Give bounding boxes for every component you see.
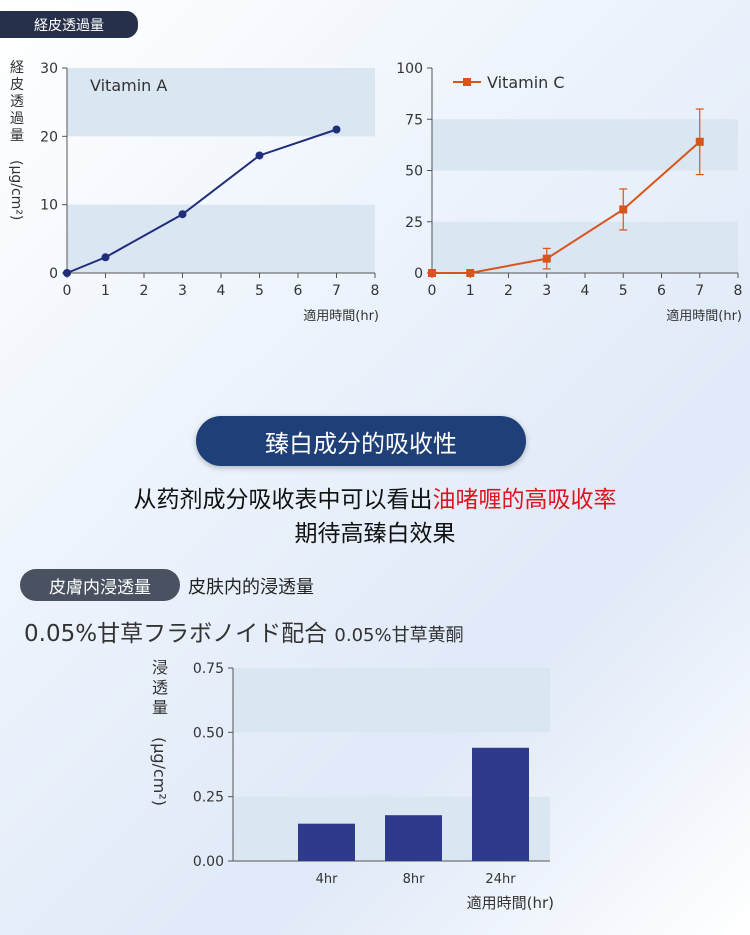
y-axis-label-char: 量: [10, 128, 24, 144]
chart-band: [67, 204, 375, 273]
y-tick-label: 100: [396, 61, 423, 77]
y-axis-label-char: 透: [152, 678, 168, 697]
y-axis-label-char: 過: [10, 111, 24, 127]
banner-title: 臻白成分的吸收性: [265, 429, 457, 458]
y-axis-label-unit: (μg/cm²): [8, 160, 24, 220]
chart-band: [233, 668, 550, 733]
x-tick-label: 24hr: [485, 872, 516, 887]
y-axis-label-char: 量: [152, 698, 168, 717]
x-tick-label: 0: [63, 283, 72, 299]
x-tick-label: 4: [581, 283, 590, 299]
data-point: [695, 137, 704, 146]
y-tick-label: 0.50: [193, 725, 224, 741]
section-badge-skin: 皮膚内浸透量: [20, 569, 180, 601]
x-tick-label: 8: [371, 283, 380, 299]
x-tick-label: 2: [140, 283, 149, 299]
description-line-2: 期待高臻白效果: [294, 521, 456, 547]
chart-band: [432, 221, 738, 273]
x-tick-label: 2: [504, 283, 513, 299]
bar: [298, 823, 355, 861]
y-axis-label-char: 皮: [10, 77, 24, 93]
x-tick-label: 8: [734, 283, 743, 299]
legend-vitamin-a: Vitamin A: [90, 76, 167, 95]
x-tick-label: 4: [217, 283, 226, 299]
chart-vitamin-a: 0 10 20 30 0 1 2 3 4 5 6 7 8 適用時間(hr) Vitamin A 経皮透過量 (μ…: [8, 60, 380, 324]
description-text: 从药剂成分吸收表中可以看出: [133, 487, 433, 513]
chart-skin-penetration: 0.00 0.25 0.50 0.75 4hr 8hr 24hr 適用時間(hr) 浸透量 (μg…: [150, 658, 554, 912]
section-subtitle: 皮肤内的浸透量: [188, 577, 314, 598]
formula-line: 0.05%甘草フラボノイド配合 0.05%甘草黄酮: [24, 614, 464, 648]
x-axis-label: 適用時間(hr): [303, 308, 379, 324]
y-tick-label: 0.75: [193, 661, 224, 677]
data-point: [466, 269, 475, 277]
absorption-banner: 臻白成分的吸收性: [196, 416, 526, 466]
y-tick-label: 0: [49, 266, 58, 282]
formula-text-cn: 0.05%甘草黄酮: [334, 625, 464, 646]
description-line-1: 从药剂成分吸收表中可以看出油啫喱的高吸收率: [0, 480, 750, 514]
y-tick-label: 50: [405, 164, 423, 180]
data-point: [63, 269, 71, 277]
legend-marker: [463, 78, 471, 86]
x-tick-label: 6: [657, 283, 666, 299]
section-badge-label: 経皮透過量: [34, 17, 104, 34]
chart-band: [67, 68, 375, 137]
bar: [472, 747, 529, 861]
legend-vitamin-c: Vitamin C: [487, 73, 565, 92]
data-point: [542, 254, 551, 263]
y-tick-label: 30: [40, 61, 58, 77]
y-tick-label: 25: [405, 215, 423, 231]
y-axis-label-unit: (μg/cm²): [150, 737, 169, 806]
x-axis-label: 適用時間(hr): [666, 308, 742, 324]
x-tick-label: 3: [542, 283, 551, 299]
x-axis-label: 適用時間(hr): [467, 894, 554, 912]
data-point: [619, 205, 628, 214]
x-tick-label: 8hr: [403, 872, 426, 887]
y-tick-label: 0: [414, 266, 423, 282]
x-tick-label: 4hr: [316, 872, 339, 887]
description-highlight: 油啫喱的高吸收率: [432, 487, 617, 513]
x-tick-label: 1: [101, 283, 110, 299]
data-point: [178, 210, 187, 219]
y-tick-label: 20: [40, 129, 58, 145]
chart-vitamin-c: 0 25 50 75 100 0 1 2 3 4 5 6 7 8 適用時間(hr) Vitamin C: [396, 61, 743, 324]
x-tick-label: 7: [332, 283, 341, 299]
section-badge-permeation: 経皮透過量: [0, 11, 138, 38]
x-tick-label: 3: [178, 283, 187, 299]
x-tick-label: 1: [466, 283, 475, 299]
data-point: [101, 253, 110, 262]
data-point: [332, 125, 341, 134]
x-tick-label: 6: [294, 283, 303, 299]
section-badge-skin-label: 皮膚内浸透量: [49, 577, 151, 598]
data-point: [428, 269, 436, 277]
bar: [385, 815, 442, 861]
y-tick-label: 0.00: [193, 854, 224, 870]
y-axis-label-char: 透: [10, 94, 24, 110]
y-tick-label: 75: [405, 112, 423, 128]
data-point: [255, 151, 264, 160]
formula-text: 0.05%甘草フラボノイド配合: [24, 621, 328, 647]
y-axis-label-char: 経: [10, 60, 24, 76]
y-axis-label-char: 浸: [152, 658, 168, 677]
chart-band: [432, 119, 738, 171]
x-tick-label: 7: [695, 283, 704, 299]
x-tick-label: 0: [428, 283, 437, 299]
y-tick-label: 0.25: [193, 790, 224, 806]
x-tick-label: 5: [255, 283, 264, 299]
x-tick-label: 5: [619, 283, 628, 299]
y-tick-label: 10: [40, 198, 58, 214]
